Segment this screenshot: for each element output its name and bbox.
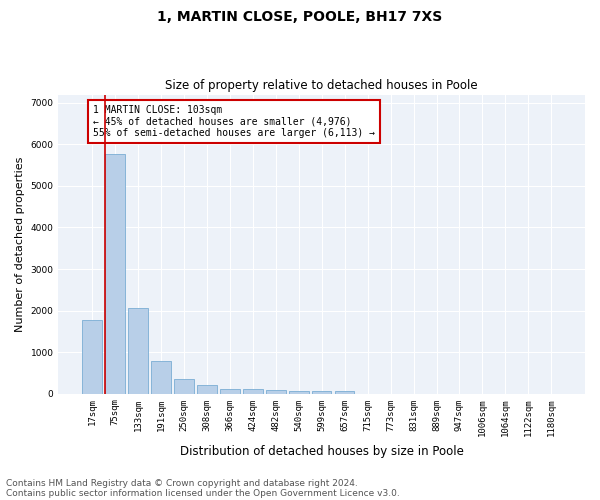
Text: Contains HM Land Registry data © Crown copyright and database right 2024.: Contains HM Land Registry data © Crown c… [6, 478, 358, 488]
Bar [82, 320, 102, 394]
Bar [289, 391, 308, 394]
Bar [312, 392, 331, 394]
Text: Contains public sector information licensed under the Open Government Licence v3: Contains public sector information licen… [6, 488, 400, 498]
Y-axis label: Number of detached properties: Number of detached properties [15, 156, 25, 332]
Text: 1 MARTIN CLOSE: 103sqm
← 45% of detached houses are smaller (4,976)
55% of semi-: 1 MARTIN CLOSE: 103sqm ← 45% of detached… [93, 105, 375, 138]
Bar [151, 361, 171, 394]
Bar [220, 388, 239, 394]
Bar [128, 308, 148, 394]
Bar [243, 389, 263, 394]
Bar [197, 384, 217, 394]
Bar [266, 390, 286, 394]
Text: 1, MARTIN CLOSE, POOLE, BH17 7XS: 1, MARTIN CLOSE, POOLE, BH17 7XS [157, 10, 443, 24]
Bar [335, 391, 355, 394]
X-axis label: Distribution of detached houses by size in Poole: Distribution of detached houses by size … [180, 444, 464, 458]
Bar [106, 154, 125, 394]
Bar [174, 379, 194, 394]
Title: Size of property relative to detached houses in Poole: Size of property relative to detached ho… [166, 79, 478, 92]
